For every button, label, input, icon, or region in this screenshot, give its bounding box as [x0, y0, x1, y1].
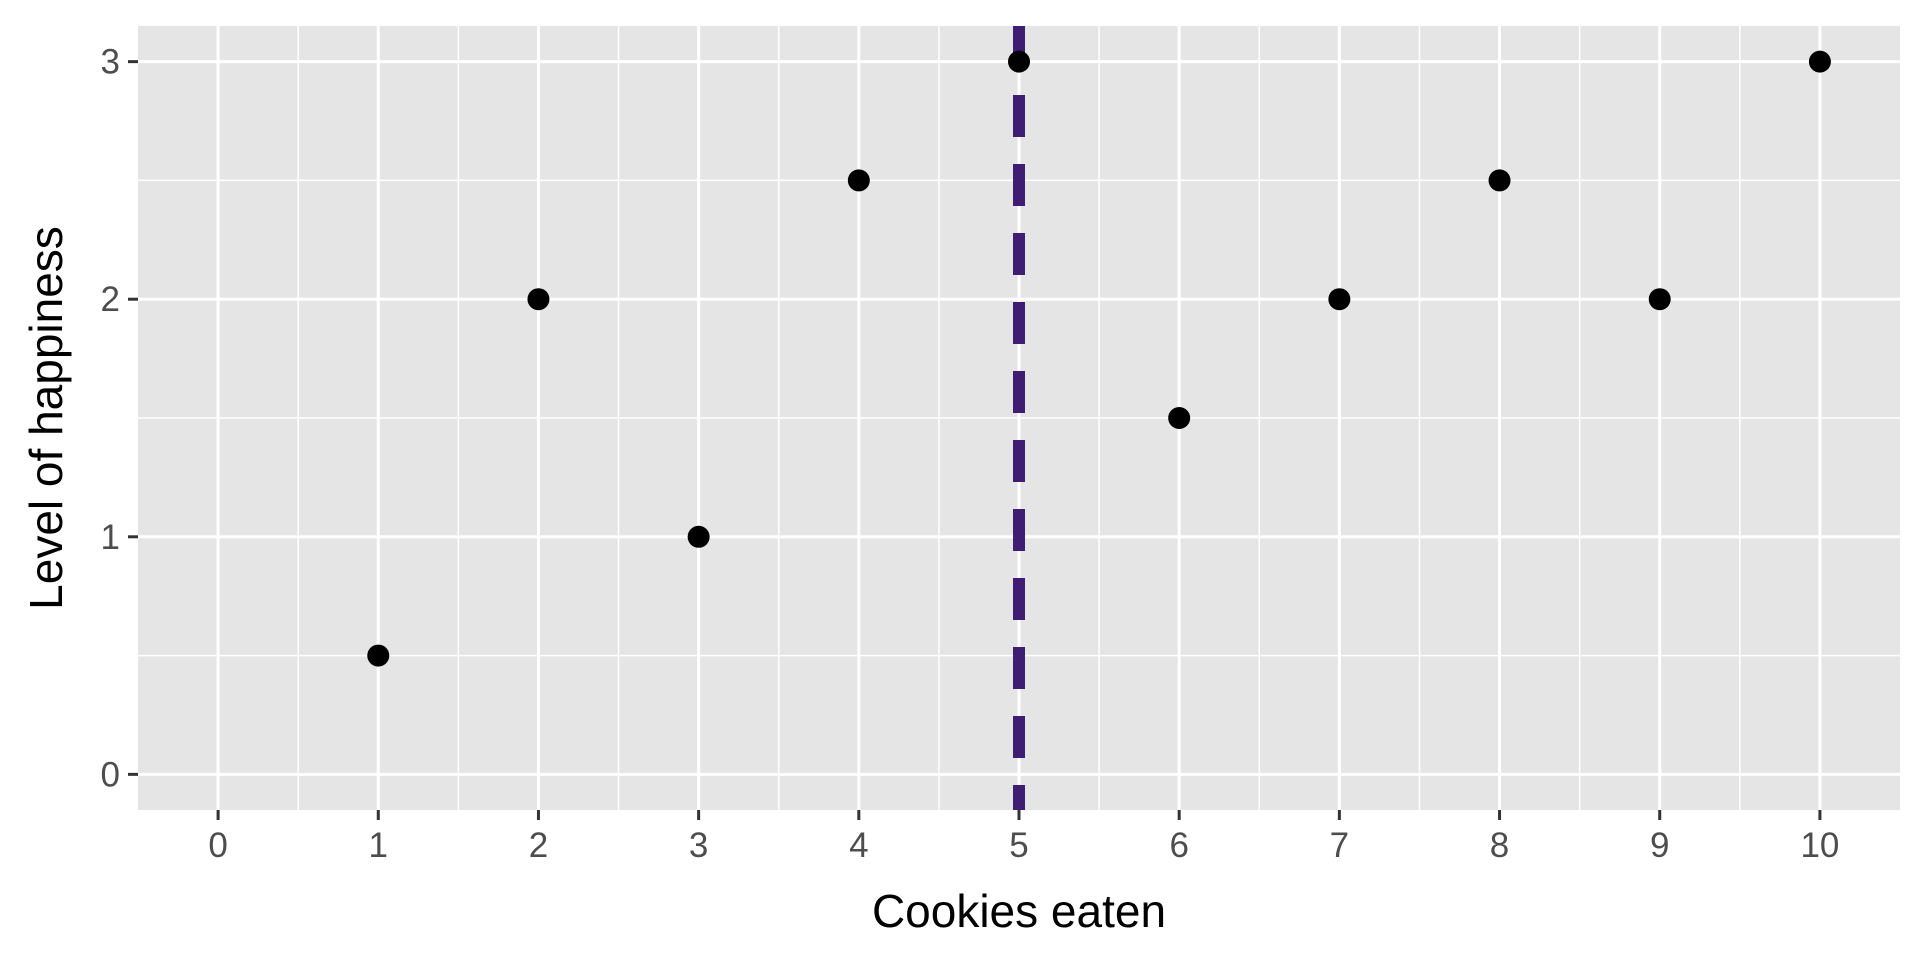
y-tick-label: 2 [101, 280, 120, 319]
data-point [1648, 288, 1671, 311]
y-axis-title: Level of happiness [20, 226, 72, 610]
data-point [1168, 407, 1191, 429]
data-point [367, 644, 390, 667]
data-point [527, 288, 550, 311]
data-point [687, 525, 710, 548]
data-point [847, 169, 870, 192]
x-tick-label: 6 [1169, 826, 1188, 865]
y-tick-label: 3 [101, 43, 120, 82]
x-tick-label: 2 [529, 826, 548, 865]
data-point [1808, 50, 1831, 73]
y-tick-label: 1 [101, 518, 120, 557]
y-tick-label: 0 [101, 755, 120, 794]
x-tick-label: 4 [849, 826, 868, 865]
x-tick-label: 0 [208, 826, 227, 865]
x-tick-label: 5 [1009, 826, 1028, 865]
data-point [1488, 169, 1511, 192]
data-points [367, 50, 1831, 667]
y-axis-ticks: 0 1 2 3 [101, 43, 138, 794]
x-tick-label: 9 [1650, 826, 1669, 865]
x-axis-ticks: 0 1 2 3 4 5 6 7 8 9 10 [208, 810, 1839, 865]
data-point [1008, 50, 1030, 73]
data-point [1328, 288, 1351, 311]
x-tick-label: 3 [689, 826, 708, 865]
x-tick-label: 1 [369, 826, 388, 865]
x-tick-label: 10 [1800, 826, 1839, 865]
x-tick-label: 8 [1490, 826, 1509, 865]
x-tick-label: 7 [1330, 826, 1349, 865]
x-axis-title: Cookies eaten [872, 885, 1166, 937]
